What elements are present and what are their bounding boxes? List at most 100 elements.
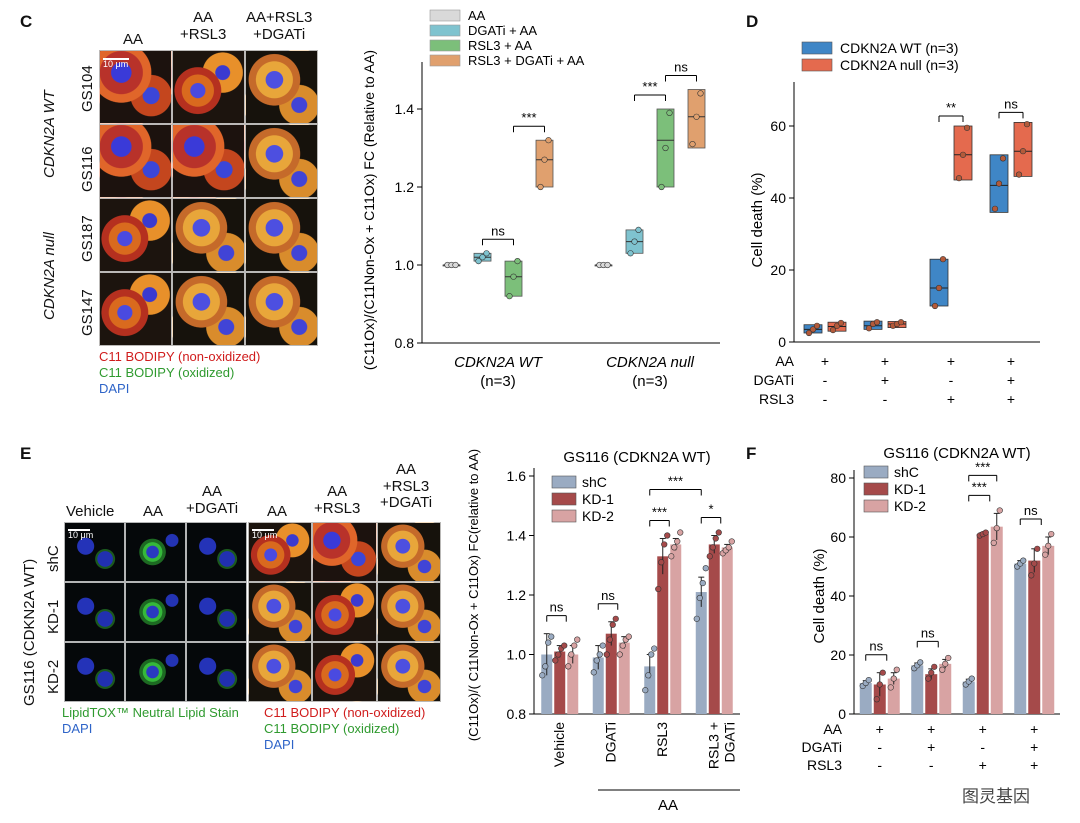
e-row-label-kd1: KD-1 (45, 599, 62, 634)
chart-f-barplot: 0 20 40 60 80 GS116 (CDKN2A WT) Cell death (%)… (802, 445, 1060, 773)
e-legend-dapi-right: DAPI (264, 737, 295, 752)
c-point-3-2 (545, 137, 552, 144)
e-point-2-0-0 (565, 663, 572, 670)
d-point-1-2-1 (959, 151, 967, 158)
f-legend-label-1: KD-1 (894, 481, 926, 497)
d-point-0-2-0 (931, 302, 939, 310)
e-point-0-1-3 (599, 642, 606, 649)
f-point-2-0-2 (893, 666, 900, 673)
e-xtick-label-2: RSL3 (654, 722, 670, 757)
f-cond-val-2-1: - (929, 757, 934, 773)
c-sig-text-0: ns (491, 223, 505, 238)
c-col-header-aa: AA (123, 31, 144, 48)
f-point-2-1-2 (945, 654, 952, 662)
f-legend-swatch-0 (863, 465, 889, 479)
e-row-label-shc: shC (45, 545, 62, 572)
d-point-0-3-0 (991, 205, 999, 212)
watermark-text: 图灵基因 (962, 787, 1030, 806)
e-bar-2-1 (618, 642, 630, 714)
c-ytick-label-0: 0.8 (395, 335, 415, 351)
d-point-0-1-0 (865, 325, 873, 332)
c-point-7-0 (689, 141, 696, 148)
c-image-gs187-aa (99, 198, 172, 272)
e-sig-text-4: *** (668, 474, 683, 489)
f-sig-text-3: *** (975, 459, 990, 474)
f-point-2-2-2 (996, 507, 1003, 514)
e-col-header-aa-rsl3-dgati: AA +RSL3 +DGATi (380, 461, 433, 511)
f-point-1-3-0 (1028, 572, 1035, 579)
d-ylabel: Cell death (%) (749, 172, 766, 267)
e-point-1-0-1 (555, 651, 562, 658)
panel-letter-e: E (20, 444, 32, 463)
e-image-kd2-c11-rsl3-dgati (377, 642, 441, 702)
e-point-0-2-3 (651, 645, 658, 652)
e-xtick-label-0: Vehicle (551, 722, 567, 767)
e-sig-text-1: ns (601, 588, 615, 603)
e-point-0-3-0 (693, 615, 700, 622)
d-cond-val-2-2: + (947, 391, 955, 407)
f-bar-0-1 (911, 665, 924, 714)
c-ytick-label-1: 1.0 (395, 257, 415, 273)
f-cond-name-0: AA (823, 721, 842, 737)
e-point-2-2-3 (677, 529, 684, 536)
chart-e-barplot: 0.8 1.0 1.2 1.4 1.6 GS116 (CDKN2A WT) (C11Ox)/… (466, 449, 740, 814)
e-point-1-3-2 (712, 535, 719, 542)
e-col-header-aa-2: AA (267, 503, 288, 520)
f-point-1-0-1 (876, 681, 883, 688)
e-image-kd1-c11-aa (248, 582, 312, 642)
c-image-gs116-rsl3 (172, 124, 245, 198)
e-point-2-2-0 (668, 553, 675, 560)
e-legend-label-0: shC (582, 474, 607, 490)
c-ylabel: (C11Ox)/(C11Non-Ox + C11Ox) FC (Relative… (361, 50, 377, 370)
f-cond-val-1-3: + (1030, 739, 1038, 755)
c-image-gs116-rsl3-dgati (245, 124, 318, 198)
e-col-header-aa: AA (143, 503, 164, 520)
c-ytick-label-3: 1.4 (395, 101, 415, 117)
c-image-gs104-rsl3 (172, 50, 245, 124)
c-point-2-2 (514, 258, 521, 265)
f-cond-val-0-1: + (927, 721, 935, 737)
d-ytick-label-1: 20 (770, 262, 786, 278)
e-bar-0-2 (644, 666, 656, 714)
panel-letter-f: F (746, 444, 757, 463)
f-cond-name-1: DGATi (802, 739, 842, 755)
c-point-6-1 (662, 144, 669, 152)
c-row-label-gs116: GS116 (79, 146, 96, 192)
f-point-0-2-2 (968, 675, 975, 682)
e-image-shc-c11-rsl3-dgati (377, 522, 441, 582)
f-point-1-3-1 (1031, 560, 1038, 567)
f-ylabel: Cell death (%) (811, 548, 828, 643)
f-point-1-1-0 (925, 675, 932, 682)
e-scale-text-left: 10 μm (68, 530, 94, 540)
d-cond-val-0-1: + (881, 353, 889, 369)
c-ytick-label-2: 1.2 (395, 179, 415, 195)
e-point-0-0-3 (548, 633, 555, 640)
d-point-0-3-1 (995, 180, 1003, 187)
f-sig-text-1: ns (921, 625, 935, 640)
e-image-shc-aa (125, 522, 186, 582)
c-point-3-1 (541, 156, 548, 163)
e-bar-1-0 (554, 651, 566, 714)
f-point-0-0-2 (865, 676, 872, 684)
e-image-shc-c11-aa (248, 522, 312, 582)
f-ytick-label-0: 0 (838, 706, 846, 722)
e-image-shc-vehicle (64, 522, 125, 582)
f-point-2-2-0 (990, 539, 997, 546)
e-image-kd1-aa (125, 582, 186, 642)
f-sig-text-4: ns (1024, 503, 1038, 518)
e-point-1-0-3 (561, 642, 568, 649)
c-group-n-0: (n=3) (480, 373, 515, 390)
d-cond-name-2: RSL3 (759, 391, 794, 407)
chart-d-boxplot: 0 20 40 60 Cell death (%) CDKN2A WT (n=3)CDKN… (749, 40, 1040, 407)
e-bar-0-3 (695, 592, 707, 714)
f-bar-0-3 (1014, 563, 1027, 714)
e-image-kd1-c11-rsl3-dgati (377, 582, 441, 642)
f-cond-val-2-3: + (1030, 757, 1038, 773)
c-point-1-0 (475, 258, 482, 265)
f-legend-swatch-2 (863, 499, 889, 513)
d-legend-label-0: CDKN2A WT (n=3) (840, 40, 958, 56)
c-group-n-1: (n=3) (632, 373, 667, 390)
e-ytick-label-2: 1.2 (507, 587, 527, 603)
e-point-2-1-1 (619, 642, 626, 649)
c-image-gs187-rsl3-dgati (245, 198, 318, 272)
